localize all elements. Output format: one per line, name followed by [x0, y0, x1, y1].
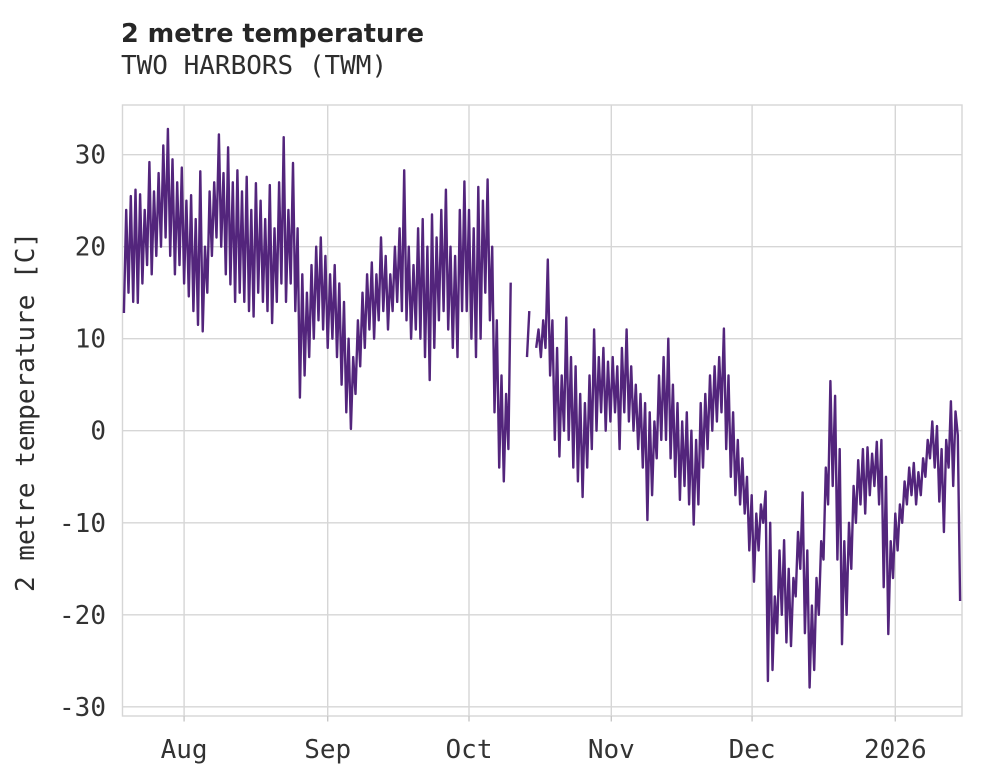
y-tick-label: 20 — [75, 233, 106, 263]
y-tick-label: -20 — [59, 601, 106, 631]
y-tick-label: -30 — [59, 693, 106, 723]
x-tick-label: Oct — [446, 735, 493, 765]
x-tick-label: Dec — [729, 735, 776, 765]
axis-label-layer: 30 20 10 0 -10 -20 -30 Aug Sep Oct Nov Dec 2026 — [59, 141, 927, 765]
plot-border — [121, 104, 963, 717]
y-tick-label: -10 — [59, 509, 106, 539]
chart-title: 2 metre temperature — [121, 19, 424, 49]
chart-subtitle: TWO HARBORS (TWM) — [121, 51, 387, 81]
x-tick-label: Sep — [304, 735, 351, 765]
y-tick-label: 0 — [90, 417, 106, 447]
x-tick-label: 2026 — [864, 735, 927, 765]
temperature-series-line — [122, 127, 962, 689]
y-axis-label: 2 metre temperature [C] — [11, 232, 41, 592]
axis-tick-layer — [183, 716, 896, 722]
y-tick-label: 30 — [75, 141, 106, 171]
x-tick-label: Aug — [161, 735, 208, 765]
x-tick-label: Nov — [588, 735, 635, 765]
y-tick-label: 10 — [75, 325, 106, 355]
grid-layer — [121, 104, 963, 717]
series-layer — [122, 127, 962, 689]
